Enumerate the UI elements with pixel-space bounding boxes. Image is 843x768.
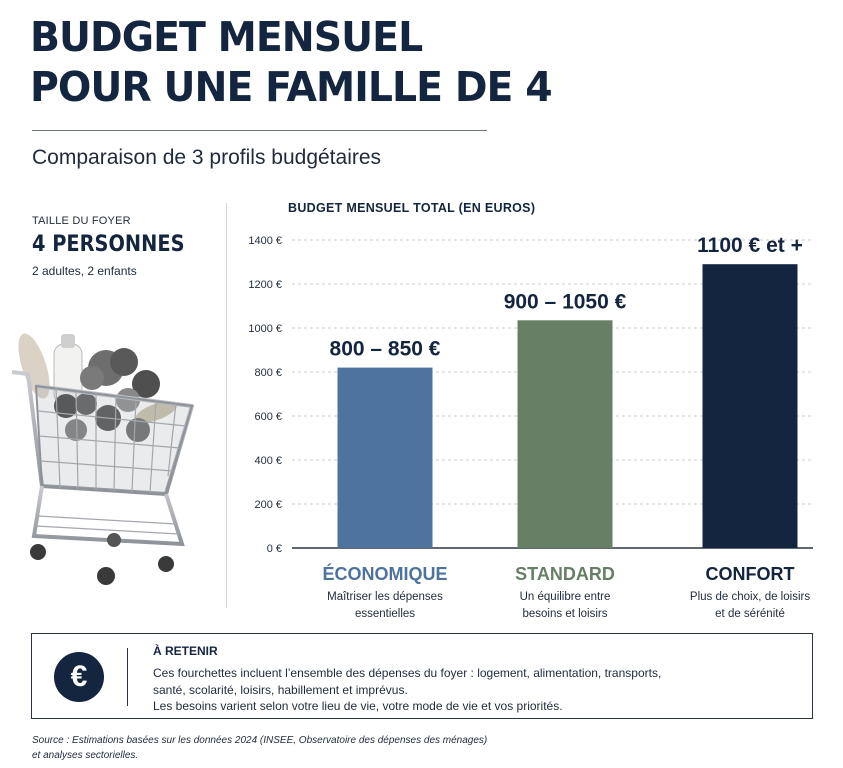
bar-0 xyxy=(337,367,433,548)
y-tick-label: 200 € xyxy=(254,499,282,511)
y-tick-label: 600 € xyxy=(254,411,282,423)
category-description: Plus de choix, de loisirs xyxy=(690,591,810,603)
note-title: À RETENIR xyxy=(153,644,218,658)
y-tick-label: 800 € xyxy=(254,367,282,379)
note-line: Ces fourchettes incluent l’ensemble des … xyxy=(153,666,662,680)
euro-symbol: € xyxy=(70,660,88,693)
source-line: Source : Estimations basées sur les donn… xyxy=(32,735,488,746)
category-label: ÉCONOMIQUE xyxy=(322,563,447,584)
category-label: STANDARD xyxy=(515,564,615,584)
household-count: 4 PERSONNES xyxy=(32,232,185,257)
source-note: Source : Estimations basées sur les donn… xyxy=(32,733,487,763)
chart-title: BUDGET MENSUEL TOTAL (EN EUROS) xyxy=(288,201,535,215)
title-line-2: POUR UNE FAMILLE DE 4 xyxy=(30,63,553,111)
bar-value-label: 900 – 1050 € xyxy=(504,290,627,313)
category-description: essentielles xyxy=(355,608,415,620)
category-description: Maîtriser les dépenses xyxy=(327,591,443,603)
category-description: et de sérénité xyxy=(715,608,785,620)
euro-icon: € xyxy=(54,652,104,702)
page-subtitle: Comparaison de 3 profils budgétaires xyxy=(32,146,382,169)
bar-1 xyxy=(517,320,613,548)
household-detail: 2 adultes, 2 enfants xyxy=(32,264,137,278)
household-label: TAILLE DU FOYER xyxy=(32,215,131,227)
y-tick-label: 1200 € xyxy=(248,279,282,291)
note-box: € À RETENIR Ces fourchettes incluent l’e… xyxy=(31,633,813,719)
shopping-cart-icon xyxy=(11,333,194,585)
budget-bar-chart: BUDGET MENSUEL TOTAL (EN EUROS) 0 € 200 € 4… xyxy=(248,201,813,620)
title-divider xyxy=(32,130,487,131)
bar-value-label: 1100 € et + xyxy=(697,234,803,257)
y-tick-label: 0 € xyxy=(267,543,282,555)
bar-2 xyxy=(702,264,798,548)
note-line: santé, scolarité, loisirs, habillement e… xyxy=(153,682,408,697)
y-tick-label: 400 € xyxy=(254,455,282,467)
category-label: CONFORT xyxy=(706,564,795,584)
title-line-1: BUDGET MENSUEL xyxy=(30,13,423,61)
y-tick-label: 1400 € xyxy=(248,235,282,247)
category-description: Un équilibre entre xyxy=(520,591,611,603)
y-tick-label: 1000 € xyxy=(248,323,282,335)
panel-divider xyxy=(226,203,227,608)
note-line: Les besoins varient selon votre lieu de … xyxy=(153,699,563,713)
note-divider xyxy=(127,648,128,706)
source-line: et analyses sectorielles. xyxy=(32,750,139,761)
category-description: besoins et loisirs xyxy=(522,608,607,620)
page-title: BUDGET MENSUEL POUR UNE FAMILLE DE 4 xyxy=(30,12,553,112)
note-text: Ces fourchettes incluent l’ensemble des … xyxy=(153,665,793,715)
bar-value-label: 800 – 850 € xyxy=(330,338,441,361)
